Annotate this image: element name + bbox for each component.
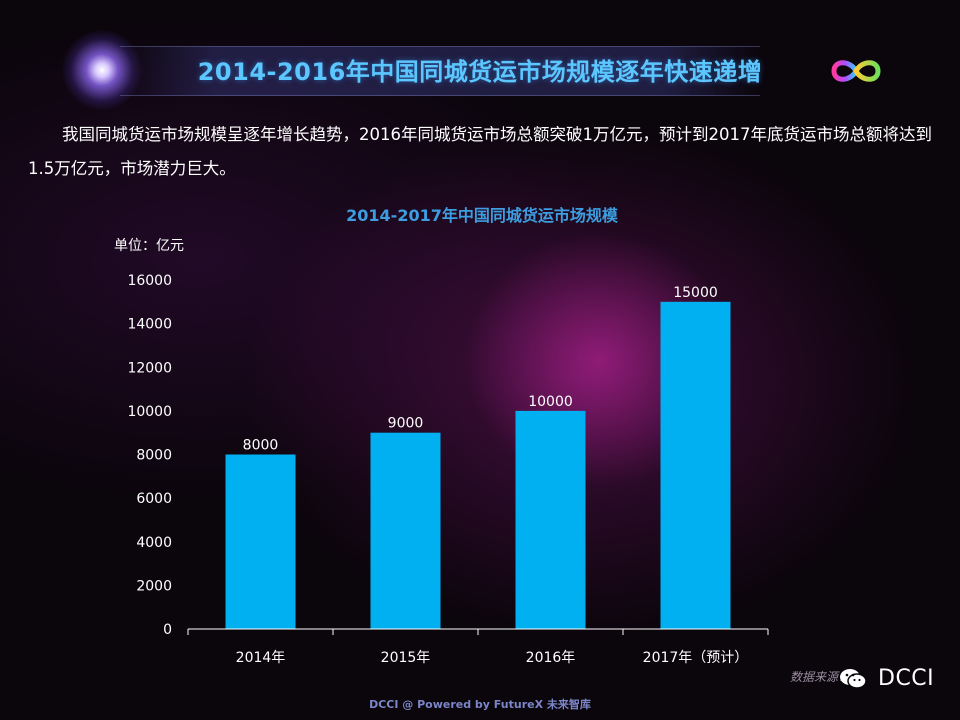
x-category-label: 2015年 <box>381 650 431 666</box>
bar <box>515 410 586 629</box>
bar <box>225 454 296 629</box>
bar <box>370 432 441 629</box>
y-tick-label: 4000 <box>136 535 172 551</box>
y-tick-label: 6000 <box>136 491 172 507</box>
infinity-logo-icon <box>831 60 881 82</box>
bar-data-labels: 8000 9000 10000 15000 <box>243 285 718 454</box>
title-band <box>120 46 760 96</box>
powered-by-footer: DCCI @ Powered by FutureX 未来智库 <box>369 698 591 711</box>
x-category-label: 2016年 <box>526 650 576 666</box>
chart-title: 2014-2017年中国同城货运市场规模 <box>346 206 619 225</box>
y-tick-label: 16000 <box>127 273 172 289</box>
bar-value-label: 15000 <box>673 285 718 301</box>
unit-label: 单位：亿元 <box>114 238 184 254</box>
x-axis-labels: 2014年 2015年 2016年 2017年（预计） <box>236 650 749 666</box>
bar-value-label: 9000 <box>388 416 424 432</box>
y-tick-label: 10000 <box>127 404 172 420</box>
brand-dcci: DCCI <box>878 666 935 691</box>
data-source-note: 数据来源： <box>790 670 851 684</box>
x-category-label: 2017年（预计） <box>643 650 749 666</box>
bars <box>225 301 731 629</box>
y-tick-label: 2000 <box>136 578 172 594</box>
y-tick-label: 8000 <box>136 448 172 464</box>
bar <box>660 301 731 629</box>
bar-value-label: 8000 <box>243 438 279 454</box>
bar-value-label: 10000 <box>528 394 573 410</box>
intro-paragraph: 我国同城货运市场规模呈逐年增长趋势，2016年同城货运市场总额突破1万亿元，预计… <box>28 125 932 178</box>
y-axis-ticks: 0 2000 4000 6000 8000 10000 12000 14000 16000 <box>127 273 172 638</box>
page-title: 2014-2016年中国同城货运市场规模逐年快速递增 <box>197 58 763 86</box>
wechat-icon <box>840 669 867 689</box>
x-axis-ticks <box>187 629 769 635</box>
x-category-label: 2014年 <box>236 650 286 666</box>
y-tick-label: 0 <box>163 622 172 638</box>
y-tick-label: 12000 <box>127 360 172 376</box>
y-tick-label: 14000 <box>127 317 172 333</box>
